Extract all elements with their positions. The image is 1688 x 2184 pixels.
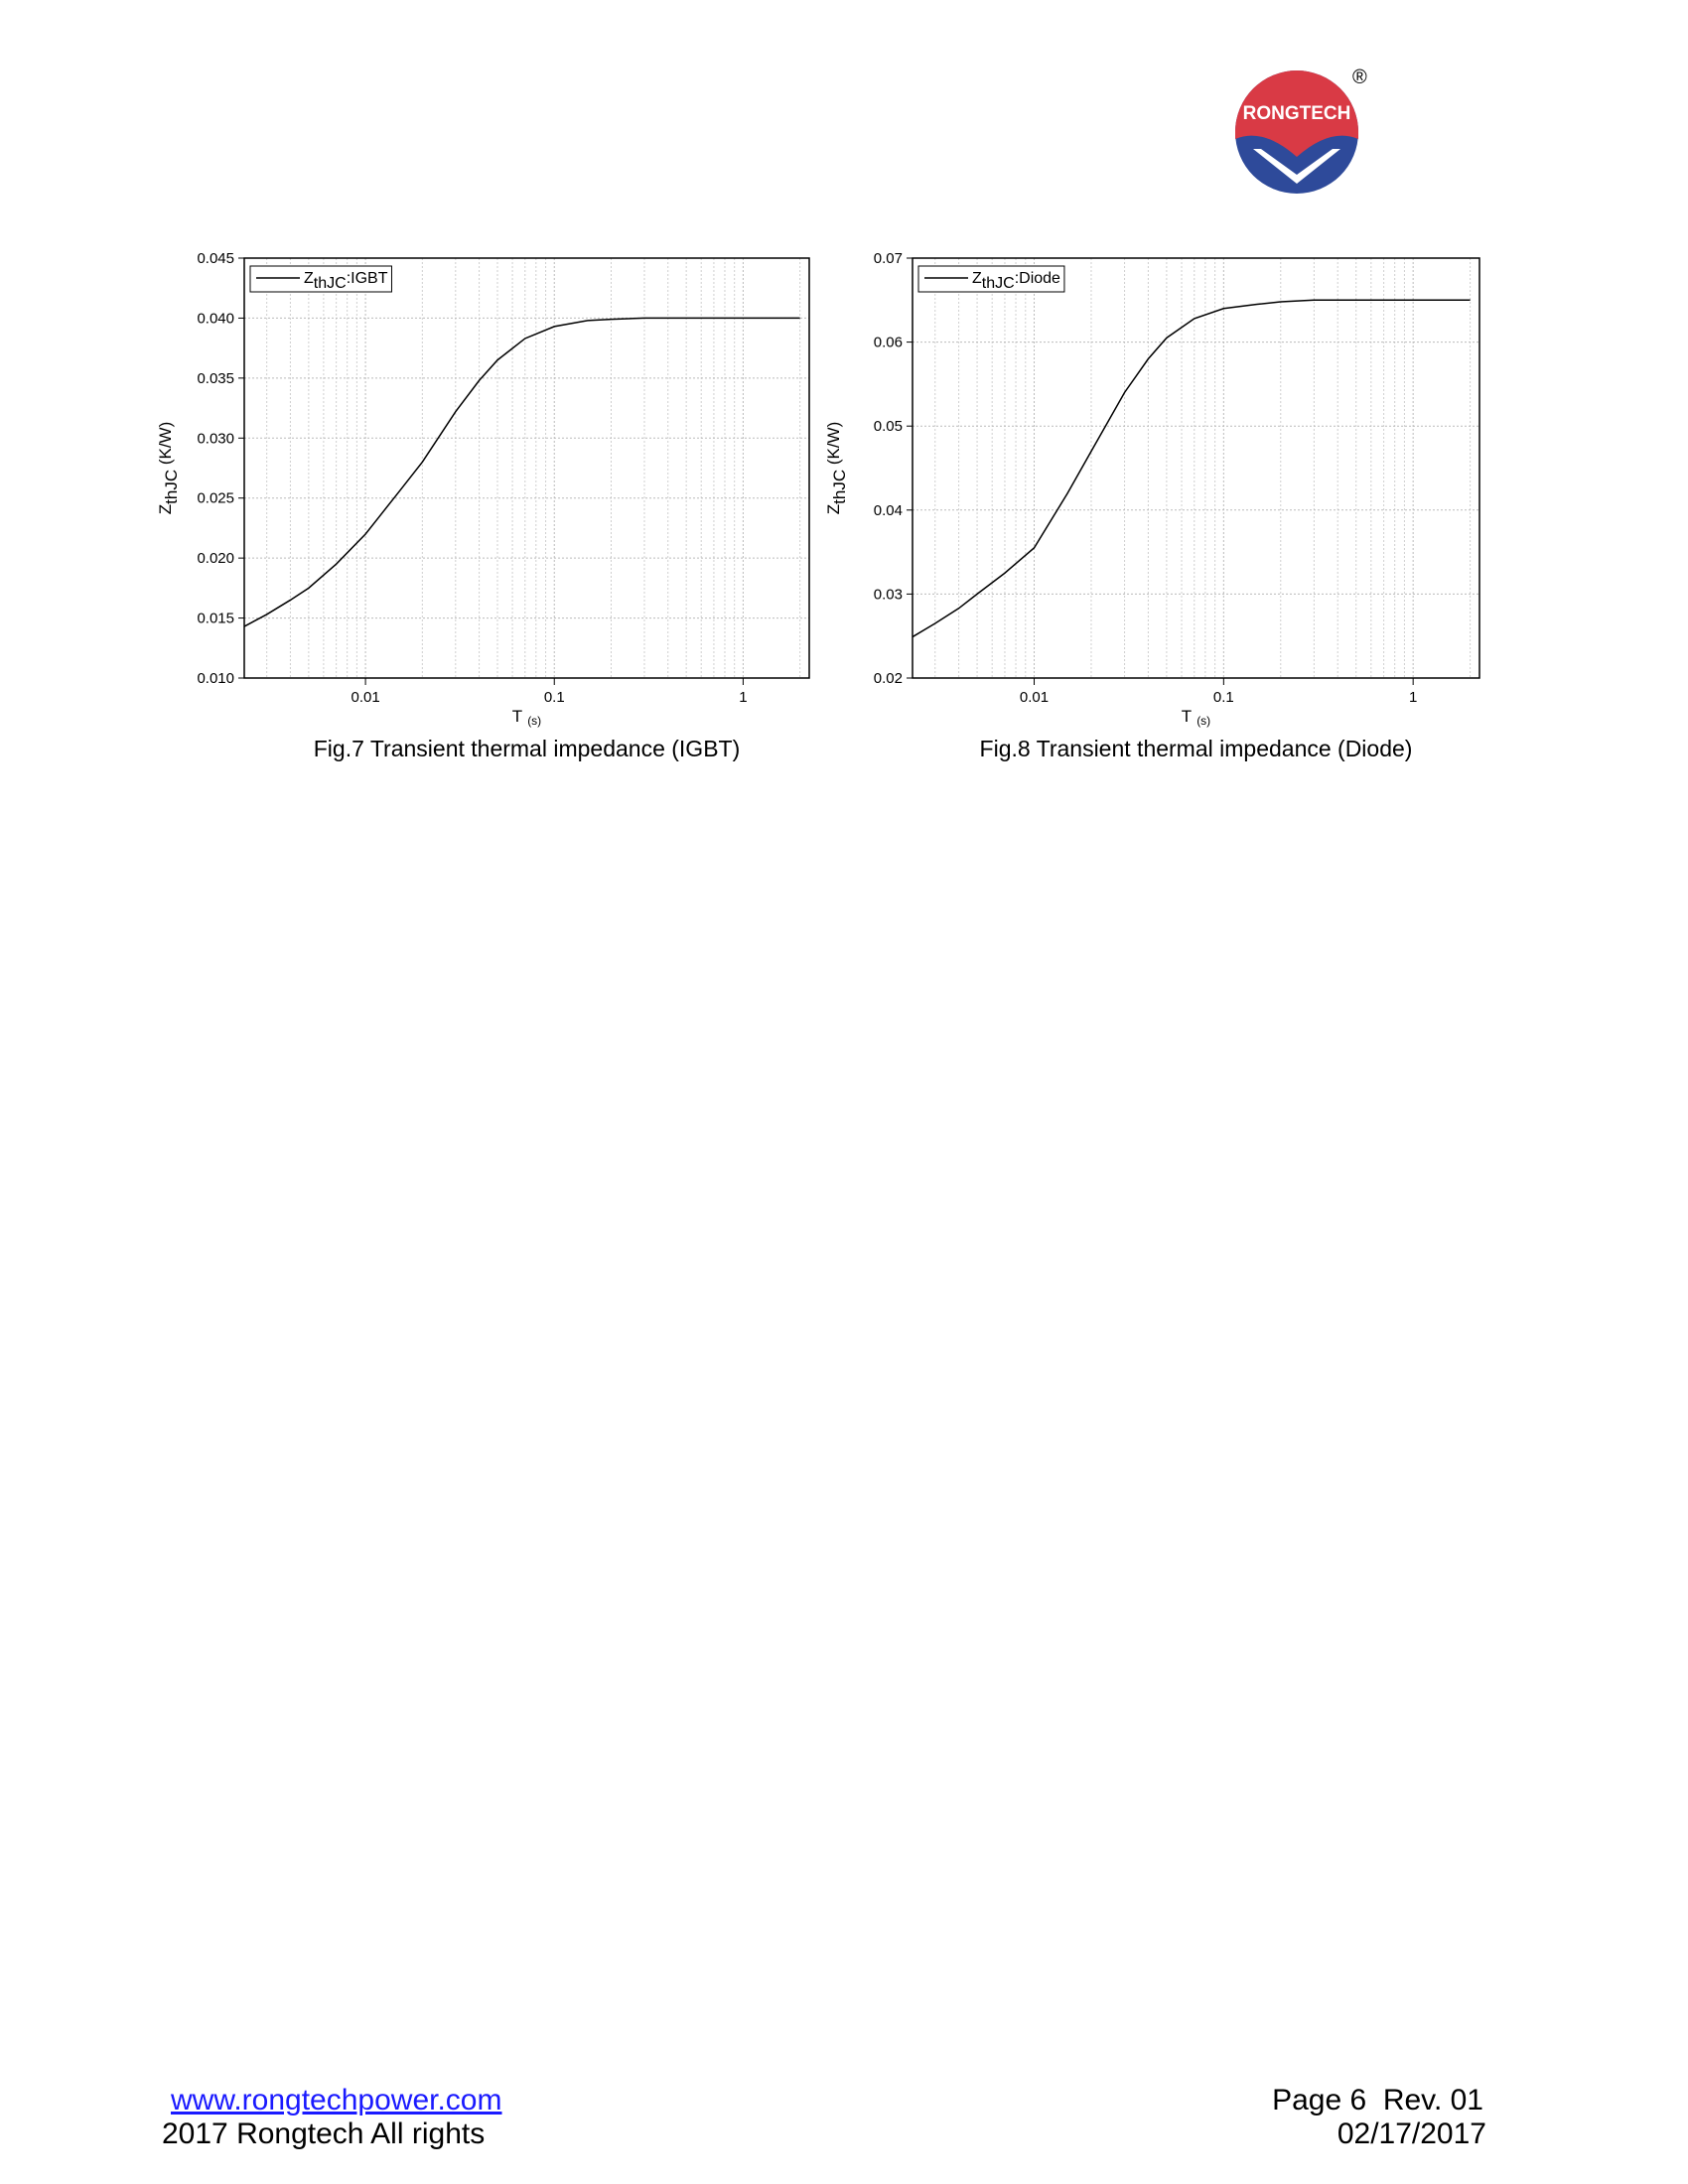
legend-label: ZthJC:IGBT <box>304 270 388 292</box>
footer-link[interactable]: www.rongtechpower.com <box>170 2084 502 2116</box>
plot-frame <box>243 257 810 679</box>
logo-top <box>1235 70 1358 157</box>
y-tick-label: 0.05 <box>874 418 903 435</box>
y-tick-label: 0.02 <box>874 670 903 687</box>
y-tick-label: 0.04 <box>874 502 903 519</box>
logo-registered: ® <box>1352 67 1367 88</box>
y-label-sub: thJC <box>830 470 849 504</box>
y-tick-label: 0.045 <box>197 250 234 267</box>
series-line <box>243 317 800 627</box>
legend-name: Z <box>304 270 314 287</box>
y-label-main: Z <box>824 504 843 514</box>
series-line <box>912 299 1471 638</box>
y-tick-label: 0.07 <box>874 250 903 267</box>
y-label-unit: (K/W) <box>156 422 175 470</box>
x-tick-label: 0.01 <box>351 689 379 706</box>
x-tick-label: 1 <box>1409 689 1417 706</box>
y-label-main: Z <box>156 504 175 514</box>
y-label-sub: thJC <box>162 470 181 504</box>
x-label-main: T <box>512 707 522 726</box>
x-tick-label: 1 <box>739 689 747 706</box>
chart: 0.02 0.03 0.04 0.05 0.06 0.07 0.01 0.1 1 T (s) ZthJ… <box>824 250 1480 761</box>
legend-name-sub: thJC <box>982 275 1015 292</box>
y-tick-label: 0.020 <box>197 550 234 567</box>
y-axis-label: ZthJC (K/W) <box>156 422 181 515</box>
plot-frame <box>912 257 1480 679</box>
logo: RONGTECH ® <box>1235 67 1367 194</box>
footer-page: Page 6 Rev. 01 <box>1272 2084 1483 2116</box>
y-axis-label: ZthJC (K/W) <box>824 422 849 515</box>
footer-date: 02/17/2017 <box>1337 2117 1486 2150</box>
legend-box <box>249 265 392 293</box>
x-axis-label: T (s) <box>1182 707 1210 728</box>
y-tick-label: 0.035 <box>197 370 234 387</box>
legend-name-suffix: :IGBT <box>347 270 388 287</box>
footer-rights: 2017 Rongtech All rights <box>162 2117 485 2150</box>
y-tick-label: 0.06 <box>874 335 903 351</box>
x-label-unit: (s) <box>527 714 541 728</box>
figure-caption: Fig.7 Transient thermal impedance (IGBT) <box>314 736 741 761</box>
y-label-unit: (K/W) <box>824 422 843 470</box>
x-tick-label: 0.1 <box>1213 689 1234 706</box>
x-label-unit: (s) <box>1196 714 1210 728</box>
legend-name-suffix: :Diode <box>1015 270 1060 287</box>
legend-label: ZthJC:Diode <box>972 270 1060 292</box>
legend-box <box>917 265 1065 293</box>
logo-wave <box>1253 149 1340 184</box>
y-tick-label: 0.010 <box>197 670 234 687</box>
chart: 0.010 0.015 0.020 0.025 0.030 0.035 0.040 0.045… <box>156 250 810 761</box>
y-tick-label: 0.030 <box>197 430 234 447</box>
logo-text: RONGTECH <box>1243 103 1351 124</box>
x-tick-label: 0.1 <box>544 689 565 706</box>
y-tick-label: 0.015 <box>197 611 234 627</box>
legend-name: Z <box>972 270 982 287</box>
x-label-main: T <box>1182 707 1192 726</box>
y-tick-label: 0.040 <box>197 310 234 327</box>
x-axis-label: T (s) <box>512 707 541 728</box>
legend-name-sub: thJC <box>314 275 347 292</box>
y-tick-label: 0.025 <box>197 490 234 507</box>
figure-caption: Fig.8 Transient thermal impedance (Diode… <box>980 736 1413 761</box>
y-tick-label: 0.03 <box>874 586 903 603</box>
x-tick-label: 0.01 <box>1020 689 1049 706</box>
